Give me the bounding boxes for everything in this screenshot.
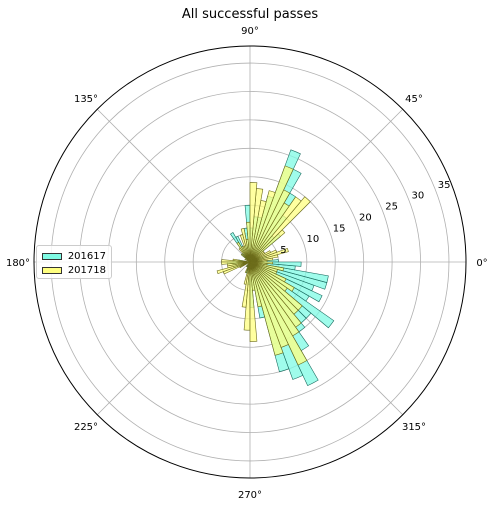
angle-tick-label: 315° [402, 422, 426, 433]
radial-tick-label: 10 [307, 234, 320, 245]
legend-item-201718: 201718 [42, 263, 106, 277]
bar-201718 [249, 190, 276, 263]
bar-201718 [239, 261, 251, 269]
bar-201718 [249, 165, 294, 263]
radial-tick-label: 20 [359, 213, 372, 224]
angle-tick-label: 0° [476, 258, 487, 269]
radial-tick-label: 5 [280, 245, 286, 256]
bar-201718 [249, 196, 311, 263]
polar-frame [33, 45, 467, 479]
bar-201718 [249, 261, 300, 337]
bar-201718 [249, 261, 302, 328]
angle-tick-label: 45° [405, 94, 423, 105]
legend-label-201617: 201617 [67, 250, 106, 262]
angle-tick-label: 90° [241, 26, 259, 37]
bar-201718 [244, 261, 251, 274]
tick-labels: 0° 45° 90° 135° 180° 225° 270° 315° 5 10 15 20 25 30 3… [6, 26, 488, 501]
angle-tick-label: 225° [74, 422, 98, 433]
series-201718 [216, 165, 311, 366]
bar-201718 [249, 196, 302, 263]
legend-label-201718: 201718 [67, 264, 106, 276]
bars-layer [216, 149, 335, 387]
radial-tick-label: 30 [412, 191, 425, 202]
bar-201718 [249, 261, 303, 311]
radial-tick-label: 15 [333, 223, 346, 234]
angle-tick-label: 135° [74, 94, 98, 105]
bar-201718 [249, 182, 258, 263]
bar-201718 [249, 261, 295, 292]
bar-201718 [249, 261, 287, 283]
angle-tick-label: 270° [238, 490, 262, 501]
radial-tick-label: 25 [385, 202, 398, 213]
bar-201718 [249, 261, 284, 272]
chart-title: All successful passes [182, 7, 318, 22]
bar-201718 [245, 261, 251, 268]
legend: 201617 201718 [36, 245, 112, 279]
legend-swatch-201718 [42, 266, 62, 274]
bar-201718 [244, 258, 251, 263]
bar-201718 [240, 253, 251, 263]
legend-swatch-201617 [42, 252, 62, 260]
legend-item-201617: 201617 [42, 249, 106, 263]
angle-tick-label: 180° [6, 258, 30, 269]
bar-201718 [249, 261, 274, 265]
bar-201718 [238, 247, 251, 263]
grid-spoke [96, 261, 251, 416]
bar-201718 [249, 261, 308, 366]
radial-tick-label: 35 [438, 180, 451, 191]
grid-spoke [96, 108, 251, 263]
